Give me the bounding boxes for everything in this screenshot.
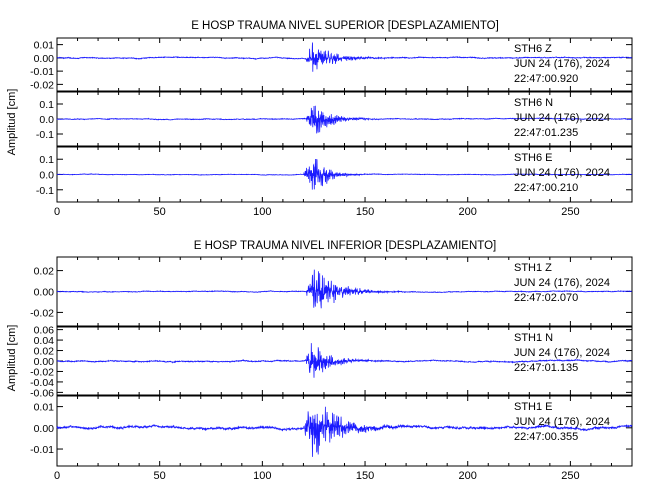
y-tick-label: 0.00 (34, 356, 55, 368)
y-tick-label: 0.02 (34, 346, 55, 358)
y-tick-label: 0.01 (34, 40, 55, 52)
seismic-trace (56, 269, 632, 309)
x-tick-label: 200 (459, 470, 477, 482)
y-tick-label: 0.00 (34, 423, 55, 435)
chart-title-lower: E HOSP TRAUMA NIVEL INFERIOR [DESPLAZAMI… (194, 240, 496, 252)
station-component-label: STH1 N (514, 332, 553, 344)
y-tick-label: 0.04 (34, 335, 55, 347)
trace-panel: 0.1 0.0 -0.1 STH6 E JUN 24 (176), 2024 22:47:… (36, 146, 633, 203)
record-time-label: 22:47:01.135 (514, 362, 578, 374)
record-time-label: 22:47:00.210 (514, 182, 578, 194)
y-tick-label: -0.01 (30, 66, 54, 78)
y-tick-label: -0.04 (30, 377, 54, 389)
record-time-label: 22:47:00.920 (514, 73, 578, 85)
record-time-label: 22:47:00.355 (514, 431, 578, 443)
y-tick-label: -0.02 (30, 307, 54, 319)
y-tick-label: 0.06 (34, 325, 55, 337)
record-time-label: 22:47:02.070 (514, 292, 578, 304)
seismic-trace (56, 343, 633, 378)
y-tick-label: -0.01 (30, 444, 54, 456)
trace-panel: 0.02 0.00 -0.02 STH1 Z JUN 24 (176), 2024 22:… (30, 256, 633, 327)
y-tick-label: 0.0 (39, 114, 54, 126)
x-tick-label: 0 (54, 206, 60, 218)
y-tick-label: 0.01 (34, 402, 55, 414)
x-tick-label: 150 (356, 206, 374, 218)
y-tick-label: -0.06 (30, 387, 54, 399)
trace-panel: 0.010.00-0.01-0.02 STH6 Z JUN 24 (176), 20… (30, 37, 633, 92)
x-tick-label: 50 (154, 206, 166, 218)
trace-panel: 0.060.040.020.00-0.02-0.04-0.06 STH1 N JUN… (30, 325, 633, 399)
y-tick-label: 0.1 (39, 99, 54, 111)
station-component-label: STH1 Z (514, 262, 552, 274)
y-tick-label: -0.02 (30, 366, 54, 378)
y-tick-label: -0.1 (36, 185, 54, 197)
y-axis-label-upper: Amplitud [cm] (6, 89, 18, 156)
seismic-trace (56, 158, 632, 190)
y-tick-label: 0.00 (34, 287, 55, 299)
y-tick-label: 0.02 (34, 266, 55, 278)
x-tick-label: 100 (253, 206, 271, 218)
record-date-label: JUN 24 (176), 2024 (514, 58, 610, 70)
record-time-label: 22:47:01.235 (514, 127, 578, 139)
x-tick-label: 250 (561, 206, 579, 218)
record-date-label: JUN 24 (176), 2024 (514, 112, 610, 124)
seismic-trace (56, 105, 633, 134)
record-date-label: JUN 24 (176), 2024 (514, 347, 610, 359)
x-tick-label: 200 (459, 206, 477, 218)
record-date-label: JUN 24 (176), 2024 (514, 167, 610, 179)
x-tick-label: 150 (356, 470, 374, 482)
y-axis-label-lower: Amplitud [cm] (6, 325, 18, 392)
x-tick-label: 250 (561, 470, 579, 482)
station-component-label: STH6 N (514, 97, 553, 109)
x-tick-label: 0 (54, 470, 60, 482)
chart-title-upper: E HOSP TRAUMA NIVEL SUPERIOR [DESPLAZAMI… (191, 20, 499, 32)
trace-panel: 0.01 0.00 -0.01 STH1 E JUN 24 (176), 2024 22:… (30, 395, 633, 467)
seismic-trace (56, 42, 633, 72)
y-tick-label: -0.02 (30, 79, 54, 91)
y-tick-label: 0.0 (39, 170, 54, 182)
y-tick-label: 0.00 (34, 53, 55, 65)
y-tick-label: 0.1 (39, 154, 54, 166)
y-tick-label: -0.1 (36, 129, 54, 141)
trace-panel: 0.1 0.0 -0.1 STH6 N JUN 24 (176), 2024 22:47:… (36, 91, 633, 147)
station-component-label: STH6 Z (514, 43, 552, 55)
station-component-label: STH6 E (514, 152, 553, 164)
x-tick-label: 100 (253, 470, 271, 482)
record-date-label: JUN 24 (176), 2024 (514, 416, 610, 428)
seismic-trace (56, 406, 633, 457)
record-date-label: JUN 24 (176), 2024 (514, 277, 610, 289)
station-component-label: STH1 E (514, 401, 553, 413)
x-tick-label: 50 (154, 470, 166, 482)
